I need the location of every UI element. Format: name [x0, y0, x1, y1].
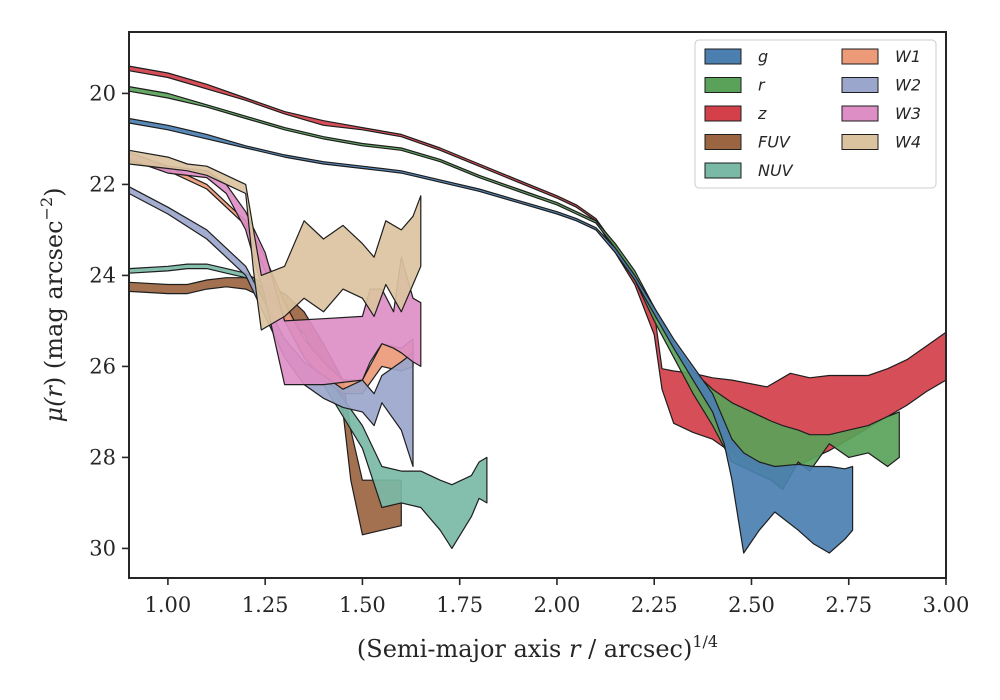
legend-label: W4 — [895, 133, 921, 152]
y-axis: 20 22 24 26 28 30 — [89, 81, 129, 560]
legend-swatch — [704, 162, 742, 179]
y-tick-label: 30 — [89, 536, 116, 560]
y-axis-title-variable: r — [40, 385, 68, 398]
x-tick-label: 1.50 — [339, 593, 386, 617]
y-axis-title-unit: ) (mag arcsec — [40, 220, 68, 386]
legend-label: r — [758, 76, 766, 95]
legend-swatch — [841, 134, 879, 150]
legend-swatch — [704, 134, 742, 150]
legend-label: z — [757, 104, 767, 123]
y-axis-title-symbol: μ( — [40, 397, 68, 423]
x-tick-label: 3.00 — [923, 593, 970, 617]
legend-label: W2 — [895, 76, 921, 95]
legend-swatch — [841, 48, 879, 65]
legend-item-fuv: FUV — [704, 133, 791, 152]
x-tick-label: 1.00 — [145, 593, 192, 617]
legend-item-nuv: NUV — [704, 161, 794, 180]
series-layer — [128, 65, 947, 554]
legend-swatch — [704, 105, 742, 122]
legend: grz FUV NUV W1 W2 W3 W4 — [694, 39, 937, 189]
legend-swatch — [704, 77, 742, 93]
y-tick-label: 28 — [89, 445, 116, 469]
legend-label: W1 — [895, 47, 921, 66]
legend-item-z: z — [704, 104, 767, 123]
y-axis-title-exponent: −2 — [37, 197, 56, 221]
plot-frame — [128, 31, 947, 579]
y-tick-label: 26 — [89, 354, 116, 378]
x-tick-label: 2.50 — [728, 593, 775, 617]
legend-item-r: r — [704, 76, 766, 95]
y-tick-label: 24 — [89, 263, 116, 287]
legend-item-g: g — [704, 47, 768, 66]
legend-swatch — [841, 105, 879, 122]
legend-label: W3 — [895, 104, 921, 123]
x-axis: 1.00 1.25 1.50 1.75 2.00 2.25 2.50 2.75 3.00 — [145, 578, 970, 617]
x-axis-title-unit: / arcsec) — [580, 635, 692, 663]
x-tick-label: 2.00 — [534, 593, 581, 617]
y-axis-title-close: ) — [40, 187, 68, 196]
y-tick-label: 22 — [89, 172, 116, 196]
legend-item-w4: W4 — [841, 133, 921, 152]
legend-label: g — [758, 47, 768, 66]
x-tick-label: 2.25 — [631, 593, 678, 617]
x-tick-label: 1.75 — [436, 593, 483, 617]
series-band-w3 — [128, 152, 422, 386]
x-tick-label: 2.75 — [825, 593, 872, 617]
x-axis-title-prefix: (Semi-major axis — [357, 635, 569, 663]
x-tick-label: 1.25 — [242, 593, 289, 617]
series-band-w4 — [128, 149, 422, 331]
legend-item-w1: W1 — [841, 47, 921, 66]
x-axis-title: (Semi-major axis r / arcsec)1/4 — [357, 632, 718, 663]
legend-swatch — [704, 48, 742, 65]
legend-label: NUV — [758, 161, 794, 180]
series-band-g — [128, 117, 854, 554]
legend-item-w2: W2 — [841, 76, 921, 95]
x-axis-title-exponent: 1/4 — [692, 632, 718, 651]
legend-swatch — [841, 77, 879, 93]
legend-label: FUV — [758, 133, 791, 152]
y-tick-label: 20 — [89, 81, 116, 105]
y-axis-title: μ(r) (mag arcsec−2) — [37, 187, 68, 422]
legend-item-w3: W3 — [841, 104, 921, 123]
x-axis-title-variable: r — [569, 635, 582, 663]
